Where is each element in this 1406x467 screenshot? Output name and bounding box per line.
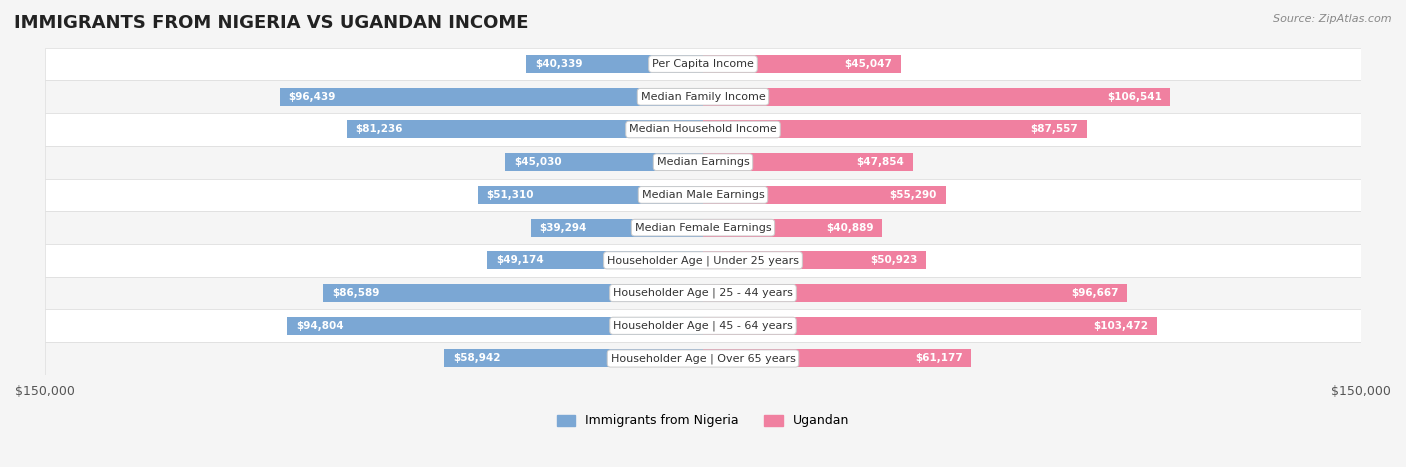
Text: $96,667: $96,667 bbox=[1071, 288, 1118, 298]
FancyBboxPatch shape bbox=[45, 277, 1361, 310]
Bar bbox=[703, 88, 1170, 106]
Text: IMMIGRANTS FROM NIGERIA VS UGANDAN INCOME: IMMIGRANTS FROM NIGERIA VS UGANDAN INCOM… bbox=[14, 14, 529, 32]
Text: $51,310: $51,310 bbox=[486, 190, 534, 200]
Bar bbox=[478, 186, 703, 204]
Bar bbox=[530, 219, 703, 237]
FancyBboxPatch shape bbox=[45, 178, 1361, 211]
FancyBboxPatch shape bbox=[45, 80, 1361, 113]
Bar bbox=[703, 55, 901, 73]
Text: $87,557: $87,557 bbox=[1031, 125, 1078, 134]
Bar bbox=[323, 284, 703, 302]
Bar bbox=[287, 317, 703, 335]
Text: $39,294: $39,294 bbox=[540, 223, 586, 233]
Text: $45,030: $45,030 bbox=[515, 157, 562, 167]
Bar bbox=[488, 251, 703, 269]
Text: $58,942: $58,942 bbox=[453, 354, 501, 363]
Bar bbox=[703, 219, 883, 237]
Text: $50,923: $50,923 bbox=[870, 255, 918, 265]
Text: $45,047: $45,047 bbox=[844, 59, 891, 69]
Text: Median Household Income: Median Household Income bbox=[628, 125, 778, 134]
Text: $40,339: $40,339 bbox=[534, 59, 582, 69]
Text: $94,804: $94,804 bbox=[295, 321, 343, 331]
Text: $96,439: $96,439 bbox=[288, 92, 336, 102]
Text: $47,854: $47,854 bbox=[856, 157, 904, 167]
FancyBboxPatch shape bbox=[45, 342, 1361, 375]
FancyBboxPatch shape bbox=[45, 146, 1361, 178]
FancyBboxPatch shape bbox=[45, 244, 1361, 277]
Text: Per Capita Income: Per Capita Income bbox=[652, 59, 754, 69]
Legend: Immigrants from Nigeria, Ugandan: Immigrants from Nigeria, Ugandan bbox=[557, 415, 849, 427]
Text: Householder Age | 45 - 64 years: Householder Age | 45 - 64 years bbox=[613, 320, 793, 331]
Text: $61,177: $61,177 bbox=[915, 354, 963, 363]
Text: Median Male Earnings: Median Male Earnings bbox=[641, 190, 765, 200]
FancyBboxPatch shape bbox=[45, 48, 1361, 80]
Text: Householder Age | Under 25 years: Householder Age | Under 25 years bbox=[607, 255, 799, 266]
Bar bbox=[703, 349, 972, 368]
Text: $40,889: $40,889 bbox=[827, 223, 873, 233]
Text: $81,236: $81,236 bbox=[356, 125, 404, 134]
Bar bbox=[280, 88, 703, 106]
Text: Householder Age | 25 - 44 years: Householder Age | 25 - 44 years bbox=[613, 288, 793, 298]
Text: Median Female Earnings: Median Female Earnings bbox=[634, 223, 772, 233]
Text: $106,541: $106,541 bbox=[1107, 92, 1161, 102]
Text: Householder Age | Over 65 years: Householder Age | Over 65 years bbox=[610, 353, 796, 364]
Bar bbox=[703, 120, 1087, 139]
Text: $49,174: $49,174 bbox=[496, 255, 544, 265]
Bar bbox=[347, 120, 703, 139]
Bar bbox=[444, 349, 703, 368]
Bar bbox=[526, 55, 703, 73]
FancyBboxPatch shape bbox=[45, 310, 1361, 342]
Text: Source: ZipAtlas.com: Source: ZipAtlas.com bbox=[1274, 14, 1392, 24]
Bar bbox=[505, 153, 703, 171]
Text: $55,290: $55,290 bbox=[890, 190, 936, 200]
Bar bbox=[703, 153, 912, 171]
FancyBboxPatch shape bbox=[45, 113, 1361, 146]
Text: Median Family Income: Median Family Income bbox=[641, 92, 765, 102]
Text: Median Earnings: Median Earnings bbox=[657, 157, 749, 167]
Text: $103,472: $103,472 bbox=[1094, 321, 1149, 331]
Bar bbox=[703, 284, 1128, 302]
FancyBboxPatch shape bbox=[45, 211, 1361, 244]
Bar bbox=[703, 251, 927, 269]
Text: $86,589: $86,589 bbox=[332, 288, 380, 298]
Bar bbox=[703, 317, 1157, 335]
Bar bbox=[703, 186, 946, 204]
